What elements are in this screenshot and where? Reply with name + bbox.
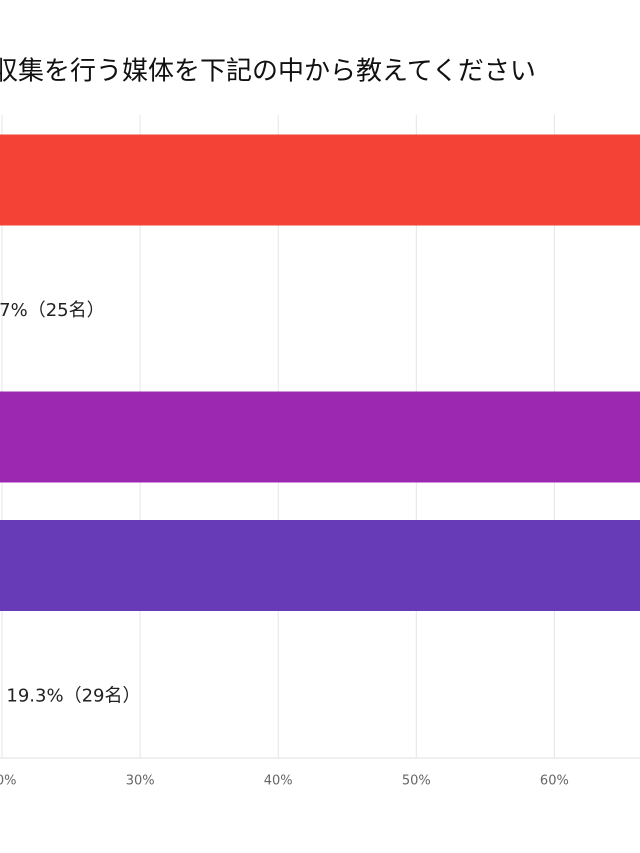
x-tick-label: 40% xyxy=(264,774,293,789)
x-tick-label: 50% xyxy=(402,774,431,789)
x-tick-label: 20% xyxy=(0,774,17,789)
chart-title: 収集を行う媒体を下記の中から教えてください xyxy=(0,57,536,87)
bar xyxy=(0,520,640,611)
bar xyxy=(0,391,640,483)
x-tick-label: 30% xyxy=(126,774,155,789)
value-label: 16.7%（25名） xyxy=(0,300,105,321)
value-label: 19.3%（29名） xyxy=(6,686,140,707)
bar xyxy=(0,134,640,226)
x-tick-label: 60% xyxy=(540,774,569,789)
